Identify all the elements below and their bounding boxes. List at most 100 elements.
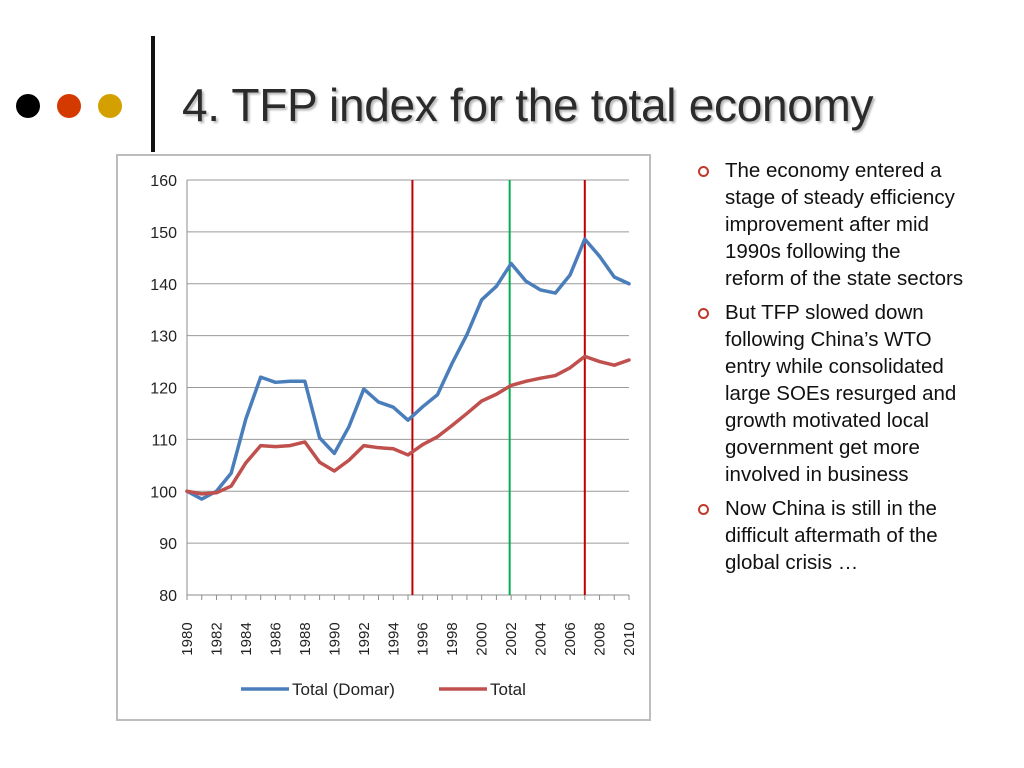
bullet-item: The economy entered a stage of steady ef… [698,157,998,292]
data-point [583,237,587,241]
data-point [391,405,395,409]
data-point [509,383,513,387]
data-point [435,435,439,439]
data-point [362,387,366,391]
data-point [627,358,631,362]
data-point [288,379,292,383]
y-tick-label: 130 [150,329,177,346]
data-point [377,400,381,404]
bullet-text: But TFP slowed down following China’s WT… [725,301,957,486]
y-tick-label: 150 [150,225,177,242]
data-point [288,444,292,448]
decorative-dots [16,94,122,118]
data-point [524,279,528,283]
x-tick-label: 2008 [592,622,609,655]
y-tick-label: 120 [150,381,177,398]
x-tick-label: 1994 [385,622,402,655]
slide-title: 4. TFP index for the total economy [182,79,874,131]
data-point [494,284,498,288]
data-point [377,446,381,450]
data-point [303,440,307,444]
x-tick-label: 2002 [503,622,520,655]
data-point [347,458,351,462]
bullet-text: Now China is still in the difficult afte… [725,497,938,574]
data-point [421,443,425,447]
chart-canvas: 80 90 100 110 120 130 140 150 160 1980 1982 1984 198… [150,173,638,699]
data-point [244,461,248,465]
data-point [553,374,557,378]
data-point [627,282,631,286]
red-dot [57,94,81,118]
data-point [391,447,395,451]
data-point [347,424,351,428]
bullet-icon [698,504,709,515]
data-point [421,405,425,409]
data-point [259,375,263,379]
legend-label: Total [490,680,526,699]
data-point [450,361,454,365]
data-point [568,273,572,277]
data-point [539,376,543,380]
data-point [406,453,410,457]
data-point [259,444,263,448]
data-point [229,471,233,475]
gold-dot [98,94,122,118]
series-line-total [185,354,631,496]
x-tick-label: 1982 [208,622,225,655]
x-tick-label: 1998 [444,622,461,655]
data-point [273,445,277,449]
data-point [229,484,233,488]
data-point [200,492,204,496]
data-point [583,354,587,358]
data-point [494,392,498,396]
x-tick-label: 2006 [562,622,579,655]
data-point [244,417,248,421]
data-point [568,366,572,370]
x-tick-label: 1986 [267,622,284,655]
y-tick-label: 80 [159,588,177,605]
x-tick-label: 1980 [179,622,196,655]
bullet-icon [698,308,709,319]
bullet-text: The economy entered a stage of steady ef… [725,159,964,290]
y-tick-label: 100 [150,484,177,501]
data-point [539,288,543,292]
data-point [185,489,189,493]
data-point [612,275,616,279]
y-tick-label: 90 [159,536,177,553]
data-point [214,491,218,495]
x-tick-label: 2004 [533,622,550,655]
data-point [450,423,454,427]
data-point [524,379,528,383]
x-tick-label: 1992 [356,622,373,655]
legend-label: Total (Domar) [292,680,395,699]
data-point [303,379,307,383]
bullet-list: The economy entered a stage of steady ef… [698,157,998,583]
data-point [406,418,410,422]
x-tick-label: 1988 [297,622,314,655]
data-point [332,469,336,473]
x-tick-label: 2000 [474,622,491,655]
data-point [362,444,366,448]
bullet-item: But TFP slowed down following China’s WT… [698,299,998,488]
x-tick-label: 1990 [326,622,343,655]
series-line-total-domar [185,237,631,501]
bullet-icon [698,166,709,177]
data-point [509,262,513,266]
tfp-chart: 80 90 100 110 120 130 140 150 160 1980 1982 1984 198… [116,154,651,721]
y-tick-label: 110 [151,432,177,449]
title-divider [151,36,155,152]
x-tick-label: 1984 [238,622,255,655]
data-point [612,363,616,367]
data-point [273,380,277,384]
data-point [200,497,204,501]
data-point [480,399,484,403]
black-dot [16,94,40,118]
y-tick-label: 140 [150,277,177,294]
data-point [318,436,322,440]
bullet-item: Now China is still in the difficult afte… [698,495,998,576]
data-point [465,411,469,415]
data-point [553,291,557,295]
data-point [318,460,322,464]
y-tick-label: 160 [150,173,177,190]
x-tick-label: 1996 [415,622,432,655]
